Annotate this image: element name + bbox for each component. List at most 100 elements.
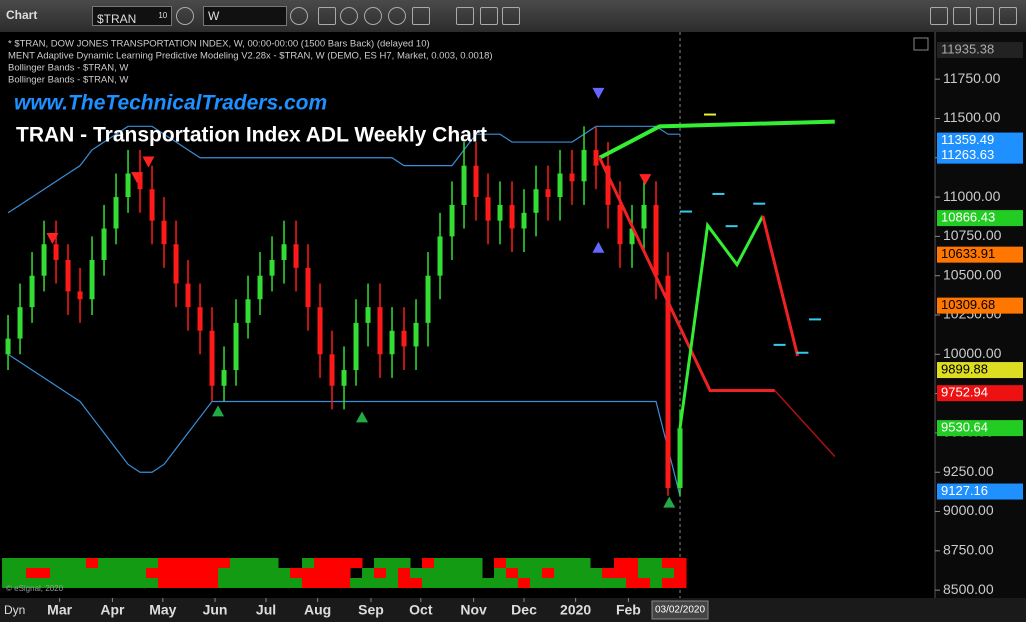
heat-cell [638,568,651,578]
forecast-line [774,389,836,458]
heat-cell [290,568,303,578]
minimize-icon[interactable] [953,7,971,25]
close-icon[interactable] [999,7,1017,25]
price-label-box [937,420,1023,437]
heat-cell [386,578,399,588]
heat-cell [74,568,87,578]
price-label-box [937,385,1023,402]
heat-cell [542,558,555,568]
heat-cell [674,558,687,568]
heat-cell [266,558,279,568]
maximize-icon[interactable] [976,7,994,25]
tool-icon[interactable] [412,7,430,25]
y-tick-label: 11750.00 [943,70,1001,86]
legend-line: Bollinger Bands - $TRAN, W [8,63,128,74]
heat-cell [410,578,423,588]
alert-icon[interactable] [388,7,406,25]
restore-icon[interactable] [913,37,929,51]
bar-body [209,330,215,386]
draw-icon[interactable] [318,7,336,25]
y-tick-label: 11000.00 [943,188,1001,204]
clock-icon[interactable] [290,7,308,25]
facebook-icon[interactable] [502,7,520,25]
heat-cell [674,578,687,588]
interval-box[interactable]: W [203,6,287,26]
bar-body [89,259,95,300]
forecast-line [678,215,765,429]
symbol-box[interactable]: $TRAN 10 [92,6,172,26]
bar-body [41,244,47,276]
app-label: Chart [6,8,38,22]
heat-cell [194,578,207,588]
bar-body [641,204,647,229]
heat-cell [14,578,27,588]
x-axis-bg [0,598,1026,622]
heat-cell [458,578,471,588]
heat-cell [206,568,219,578]
heat-cell [662,578,675,588]
heat-cell [74,558,87,568]
heat-cell [650,558,663,568]
heat-cell [38,578,51,588]
signal-marker [356,411,369,423]
heat-cell [122,568,135,578]
bar-body [665,275,671,488]
heat-cell [110,578,123,588]
price-label: 10309.68 [941,297,995,312]
heat-cell [218,568,231,578]
x-tick-label: May [149,602,176,618]
heat-cell [662,558,675,568]
heat-cell [302,578,315,588]
heat-cell [530,578,543,588]
heat-cell [254,568,267,578]
settings-icon[interactable] [176,7,194,25]
heat-cell [50,578,63,588]
heat-cell [410,568,423,578]
bar-body [389,330,395,355]
play-icon[interactable] [364,7,382,25]
heat-cell [170,558,183,568]
bar-body [17,307,23,339]
heat-cell [626,568,639,578]
heat-cell [26,578,39,588]
heat-cell [362,568,375,578]
x-tick-label: 2020 [560,602,591,618]
heat-cell [566,558,579,568]
price-label: 9752.94 [941,385,988,400]
heat-cell [458,558,471,568]
corner-label: Dyn [4,603,25,617]
heat-cell [518,578,531,588]
heat-cell [278,578,291,588]
price-label: 11359.49 [941,132,994,147]
heat-cell [62,578,75,588]
heat-cell [338,568,351,578]
heat-cell [206,558,219,568]
heat-cell [518,568,531,578]
bar-body [233,322,239,371]
heat-cell [422,568,435,578]
bollinger-band [7,125,681,214]
heat-cell [254,558,267,568]
twitter-icon[interactable] [480,7,498,25]
heat-cell [110,568,123,578]
bar-body [569,173,575,182]
heat-cell [566,578,579,588]
signal-marker [46,232,59,244]
heat-cell [350,558,363,568]
menu-icon[interactable] [930,7,948,25]
study-icon[interactable] [340,7,358,25]
heat-cell [194,568,207,578]
price-label: 11935.38 [941,41,994,56]
heat-cell [62,558,75,568]
bar-body [593,149,599,166]
heat-cell [434,568,447,578]
heat-cell [26,568,39,578]
camera-icon[interactable] [456,7,474,25]
heat-cell [554,558,567,568]
heat-cell [326,568,339,578]
heat-cell [146,578,159,588]
heat-cell [602,578,615,588]
signal-marker [592,87,605,99]
heat-cell [326,578,339,588]
price-label: 10633.91 [941,246,995,261]
